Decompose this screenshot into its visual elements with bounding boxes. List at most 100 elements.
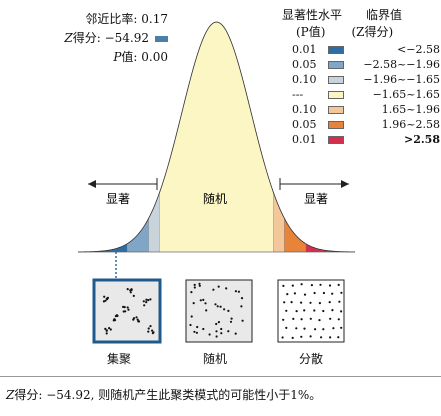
pattern-point — [198, 284, 201, 287]
pattern-point — [151, 329, 154, 332]
pattern-point — [314, 328, 317, 331]
legend-header-significance-sub: (P值) — [296, 25, 326, 39]
pattern-point — [214, 303, 217, 306]
pattern-point — [123, 306, 126, 309]
pattern-point — [202, 327, 205, 331]
pattern-point — [240, 305, 243, 308]
pattern-point — [105, 329, 108, 332]
legend-row-range: −1.96~−1.65 — [363, 73, 440, 86]
pattern-point — [234, 332, 237, 335]
pattern-point — [237, 290, 240, 293]
pattern-point — [142, 300, 145, 303]
pattern-point — [300, 318, 303, 321]
pattern-point — [198, 282, 201, 285]
pattern-point — [104, 327, 107, 330]
pattern-point — [193, 330, 196, 333]
pattern-point — [205, 309, 208, 312]
pattern-label-clustered: 集聚 — [106, 352, 131, 366]
pattern-point — [322, 291, 325, 295]
legend: 显著性水平 临界值 (P值) (Z得分) 0.01 <−2.58 0.05 −2.58… — [276, 6, 440, 147]
pattern-point — [132, 318, 135, 321]
pattern-box-cluster — [92, 278, 162, 344]
label-significant-right: 显著 — [304, 192, 328, 206]
pattern-point — [309, 317, 312, 320]
legend-row-swatch — [328, 60, 344, 69]
pattern-point — [105, 332, 108, 335]
pattern-point — [108, 327, 111, 330]
pattern-point — [227, 330, 230, 333]
legend-row-swatch — [328, 75, 344, 84]
pattern-point — [303, 293, 307, 296]
legend-header-critical: 临界值 — [366, 8, 403, 22]
legend-row: 0.10 −1.96~−1.65 — [276, 72, 440, 87]
pattern-point — [149, 298, 152, 301]
curve-region — [273, 192, 285, 253]
pattern-point — [300, 283, 303, 286]
normal-curve-chart: 显著 随机 显著 — [77, 21, 356, 344]
pattern-point — [152, 331, 155, 334]
pattern-point — [331, 309, 334, 312]
caption-divider — [0, 376, 441, 377]
pattern-point — [332, 327, 335, 330]
pattern-point — [212, 288, 215, 291]
pattern-point — [199, 299, 202, 302]
pattern-point — [300, 335, 303, 338]
z-score-swatch — [155, 35, 168, 42]
pattern-point — [215, 335, 218, 338]
legend-row-significance: --- — [292, 88, 304, 101]
pattern-point — [328, 301, 331, 304]
right-arrow-head — [341, 180, 349, 188]
pattern-point — [340, 326, 343, 329]
pattern-point — [227, 309, 230, 312]
legend-row: 0.05 1.96~2.58 — [276, 117, 440, 132]
pattern-label-dispersed: 分散 — [298, 352, 323, 366]
pattern-point — [293, 292, 296, 295]
pattern-point — [122, 310, 125, 313]
pattern-point — [320, 336, 323, 339]
pattern-point — [190, 315, 193, 318]
legend-row-swatch — [328, 120, 344, 129]
pattern-point — [143, 304, 146, 307]
pattern-point — [285, 309, 288, 312]
legend-header-significance: 显著性水平 — [282, 8, 343, 22]
pattern-point — [147, 330, 150, 333]
pattern-point — [215, 330, 218, 333]
p-value-row: P值: 0.00 — [58, 48, 168, 67]
caption: Z得分: −54.92, 则随机产生此聚类模式的可能性小于1%。 — [6, 386, 321, 403]
pattern-point — [223, 308, 226, 311]
pattern-point — [338, 300, 341, 303]
pattern-point — [135, 316, 138, 319]
pattern-point — [208, 333, 211, 336]
legend-row-range: <−2.58 — [397, 43, 440, 56]
pattern-point — [215, 322, 218, 326]
legend-row: --- −1.65~1.65 — [276, 87, 440, 102]
curve-region — [159, 21, 274, 253]
legend-row-significance: 0.10 — [292, 103, 317, 116]
pattern-point — [149, 325, 152, 328]
pattern-point — [229, 320, 233, 323]
p-italic: P — [113, 50, 122, 64]
pattern-point — [220, 327, 223, 331]
legend-row-range: 1.65~1.96 — [381, 103, 440, 116]
legend-row: 0.01 >2.58 — [276, 132, 440, 147]
pattern-boxes — [92, 278, 345, 344]
pattern-point — [286, 293, 289, 296]
pattern-point — [192, 302, 195, 305]
legend-row-swatch — [328, 105, 344, 114]
legend-row: 0.05 −2.58~−1.96 — [276, 57, 440, 72]
pattern-point — [126, 306, 129, 309]
pattern-point — [217, 285, 220, 288]
pattern-point — [189, 323, 192, 327]
legend-row-significance: 0.05 — [292, 118, 317, 131]
pattern-point — [137, 320, 140, 323]
pattern-point — [309, 335, 312, 338]
pattern-point — [126, 288, 129, 291]
legend-row-swatch — [328, 90, 344, 99]
pattern-point — [145, 301, 148, 304]
pattern-point — [147, 299, 150, 302]
pattern-point — [195, 331, 198, 334]
pattern-point — [217, 321, 220, 324]
pattern-point — [104, 299, 107, 302]
pattern-point — [283, 301, 286, 304]
pattern-point — [103, 295, 106, 298]
